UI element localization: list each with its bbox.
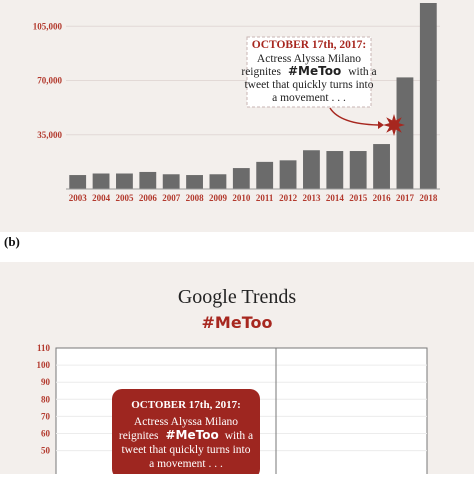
gt-y-tick-label: 110 (37, 343, 51, 353)
gt-annotation-box (112, 389, 260, 479)
bar-annotation: OCTOBER 17th, 2017: Actress Alyssa Milan… (241, 36, 377, 108)
annotation-line-3: tweet that quickly turns into (244, 79, 373, 91)
bar-2005 (116, 173, 133, 189)
bar-x-tick-label: 2005 (115, 193, 134, 203)
gt-annotation-hashtag: #MeToo (165, 428, 218, 442)
annotation-line-2: reignites #MeToo with a (241, 62, 376, 79)
annotation-line-1: Actress Alyssa Milano (257, 53, 361, 65)
bar-chart: 35,000 70,000 105,000 2003 2004 2005 2006 2007… (33, 3, 440, 203)
starburst-icon (383, 114, 405, 136)
arrow-head-icon (378, 121, 384, 129)
bar-y-tick-label: 70,000 (37, 76, 62, 86)
bar-x-tick-label: 2013 (302, 193, 321, 203)
bar-2018 (419, 3, 437, 189)
bar-2010 (232, 168, 250, 189)
bar-y-ticks: 35,000 70,000 105,000 (33, 21, 63, 140)
chart-subtitle: #MeToo (202, 313, 273, 332)
bar-x-tick-label: 2007 (162, 193, 181, 203)
bar-2016 (373, 144, 390, 189)
bar-x-tick-label: 2017 (396, 193, 415, 203)
bar-2012 (279, 160, 297, 189)
annotation-hashtag: #MeToo (288, 64, 341, 78)
bar-2007 (162, 174, 180, 189)
annotation-arrow (329, 107, 379, 126)
bar-2017 (396, 77, 414, 189)
gt-y-tick-label: 90 (41, 377, 51, 387)
gt-annotation-line-3: tweet that quickly turns into (121, 444, 250, 456)
bar-2003 (69, 175, 87, 189)
bar-x-tick-label: 2003 (69, 193, 88, 203)
annotation-line-2a: reignites (241, 66, 281, 78)
bar-x-tick-label: 2004 (92, 193, 111, 203)
bar-x-tick-label: 2009 (209, 193, 228, 203)
gt-y-tick-label: 80 (41, 394, 51, 404)
annotation-box (246, 36, 372, 108)
bar-series (69, 3, 437, 189)
gt-annotation-line-4: a movement . . . (149, 458, 223, 470)
chart-title: Google Trends (178, 286, 297, 308)
bar-2014 (326, 151, 344, 189)
panel-a: 35,000 70,000 105,000 2003 2004 2005 2006 2007… (0, 0, 474, 232)
gt-annotation-line-2b: with a (225, 430, 253, 442)
bar-2011 (256, 161, 274, 189)
gt-annotation: OCTOBER 17th, 2017: Actress Alyssa Milan… (112, 389, 260, 479)
bar-2008 (186, 175, 203, 189)
bar-x-tick-label: 2014 (326, 193, 345, 203)
bar-x-tick-label: 2008 (186, 193, 205, 203)
annotation-line-2b: with a (348, 66, 376, 78)
bar-x-tick-label: 2012 (279, 193, 298, 203)
panel-b-label: (b) (4, 234, 20, 249)
annotation-heading: OCTOBER 17th, 2017: (252, 39, 366, 51)
bar-2009 (209, 174, 227, 189)
bar-x-tick-label: 2016 (373, 193, 392, 203)
gt-annotation-line-2a: reignites (119, 430, 159, 442)
bar-x-tick-label: 2015 (349, 193, 368, 203)
gt-annotation-heading: OCTOBER 17th, 2017: (131, 399, 241, 411)
gt-annotation-line-1: Actress Alyssa Milano (134, 416, 238, 428)
gt-y-tick-label: 60 (41, 429, 51, 439)
panel-b: Google Trends #MeToo 110 100 90 80 70 60 50 OC… (0, 262, 474, 479)
bar-2015 (349, 151, 367, 189)
google-trends-chart: Google Trends #MeToo 110 100 90 80 70 60 50 OC… (37, 286, 428, 479)
gt-annotation-line-2: reignites #MeToo with a (119, 426, 253, 443)
bar-x-tick-label: 2011 (256, 193, 274, 203)
bar-y-tick-label: 105,000 (33, 21, 63, 31)
annotation-line-4: a movement . . . (272, 92, 346, 104)
bar-x-ticks: 2003 2004 2005 2006 2007 2008 2009 2010 2011 2012… (69, 193, 438, 203)
bar-x-tick-label: 2018 (419, 193, 438, 203)
bar-x-tick-label: 2006 (139, 193, 158, 203)
gt-y-tick-label: 50 (41, 446, 51, 456)
bar-x-tick-label: 2010 (232, 193, 251, 203)
bar-2006 (139, 171, 157, 189)
gt-y-tick-label: 100 (37, 360, 51, 370)
gt-y-tick-label: 70 (41, 411, 51, 421)
bar-2013 (303, 150, 320, 189)
bar-y-tick-label: 35,000 (37, 130, 62, 140)
bar-2004 (92, 173, 110, 189)
